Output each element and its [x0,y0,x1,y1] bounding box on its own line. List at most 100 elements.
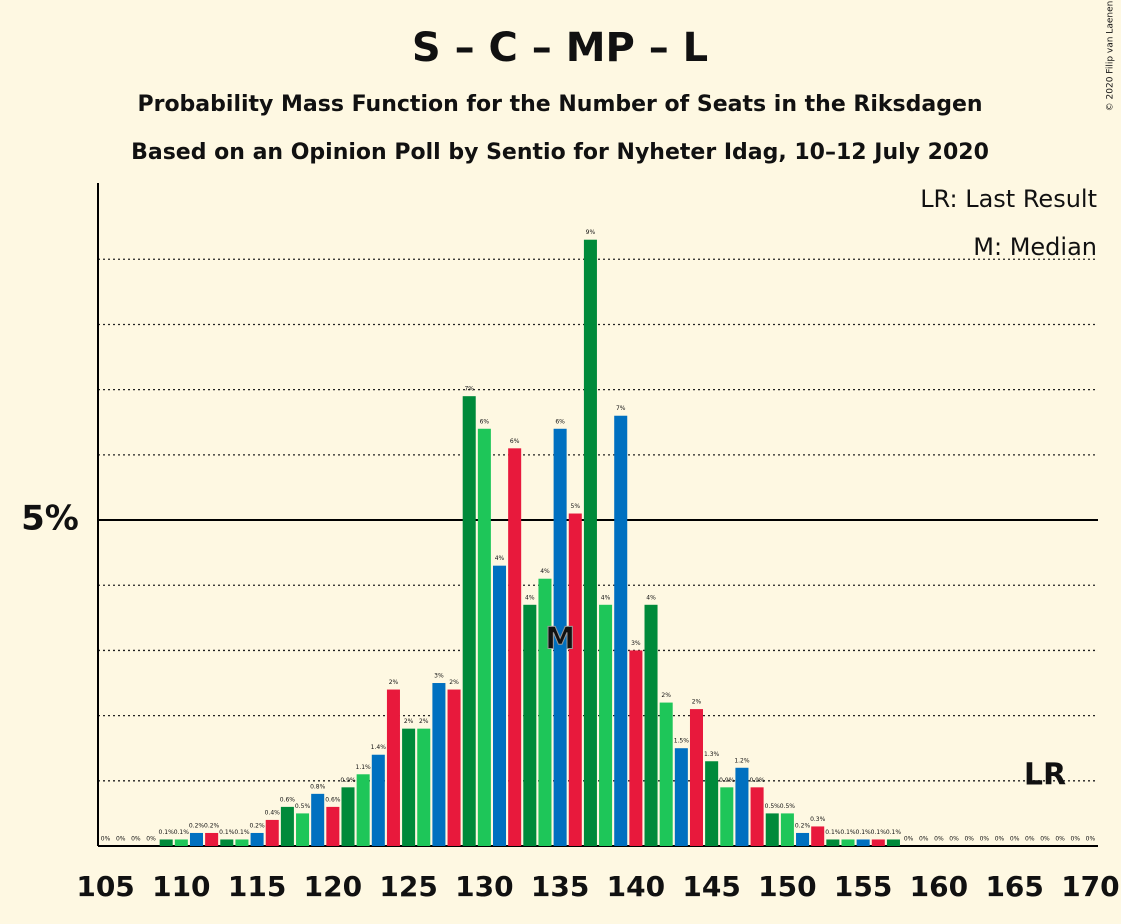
bar [599,604,613,846]
value-label: 6% [555,418,565,425]
bar [159,839,173,846]
value-label: 0.1% [871,829,887,836]
x-tick-label: 130 [455,870,513,903]
value-label: 0.6% [280,796,296,803]
value-label: 0% [1055,836,1065,843]
legend-entry: M: Median [973,233,1097,261]
value-label: 0% [116,836,126,843]
value-label: 2% [661,692,671,699]
value-label: 0% [1010,836,1020,843]
bar [780,813,794,846]
bar [280,806,294,846]
bar [856,839,870,846]
bar [386,689,400,846]
bar [583,239,597,847]
value-label: 4% [646,594,656,601]
value-label: 4% [495,555,505,562]
bar [189,832,203,846]
value-label: 1.4% [371,744,387,751]
value-label: 0.1% [234,829,250,836]
bar [341,787,355,846]
bar [477,428,491,846]
value-label: 0.5% [765,803,781,810]
bar [538,578,552,846]
value-label: 6% [480,418,490,425]
bar [174,839,188,846]
bar [462,396,476,846]
value-label: 0% [1071,836,1081,843]
value-label: 0% [919,836,929,843]
value-label: 0.8% [310,783,326,790]
bar [235,839,249,846]
bar [629,650,643,846]
value-label: 0.9% [719,777,735,784]
subtitle: Based on an Opinion Poll by Sentio for N… [131,140,989,165]
value-label: 0.9% [749,777,765,784]
y-tick-label: 5% [21,499,79,539]
bar [674,748,688,846]
bar [553,428,567,846]
value-label: 3% [434,673,444,680]
value-label: 0.1% [219,829,235,836]
bar [644,604,658,846]
bar [886,839,900,846]
copyright: © 2020 Filip van Laenen [1106,1,1116,112]
value-label: 3% [631,640,641,647]
value-label: 0.9% [340,777,356,784]
median-marker: M [545,622,575,657]
value-label: 2% [419,718,429,725]
value-label: 2% [404,718,414,725]
bar [493,565,507,846]
value-label: 1.3% [704,751,720,758]
bar [841,839,855,846]
bar [250,832,264,846]
x-tick-label: 125 [379,870,437,903]
value-label: 0.3% [810,816,826,823]
value-label: 0% [1025,836,1035,843]
bar [432,683,446,846]
bar [659,702,673,846]
value-label: 6% [510,438,520,445]
x-tick-label: 110 [152,870,210,903]
bar [296,813,310,846]
x-tick-label: 160 [910,870,968,903]
value-label: 4% [540,568,550,575]
bar [447,689,461,846]
bar [371,754,385,846]
bar [311,793,325,846]
bar [523,604,537,846]
value-label: 0.1% [825,829,841,836]
bar [265,819,279,846]
x-tick-label: 145 [682,870,740,903]
value-label: 0.5% [295,803,311,810]
value-label: 4% [525,594,535,601]
legend-entry: LR: Last Result [920,185,1097,213]
x-tick-label: 135 [531,870,589,903]
value-label: 0.1% [174,829,190,836]
value-label: 7% [616,405,626,412]
last-result-marker: LR [1024,758,1066,793]
x-tick-label: 155 [834,870,892,903]
bar [750,787,764,846]
bar [765,813,779,846]
bar [735,767,749,846]
value-label: 1.1% [356,764,372,771]
value-label: 0.4% [265,809,281,816]
value-label: 0.2% [249,822,265,829]
value-label: 7% [464,386,474,393]
value-label: 0% [964,836,974,843]
value-label: 0.2% [189,822,205,829]
x-tick-label: 150 [758,870,816,903]
value-label: 0% [146,836,156,843]
value-label: 0.2% [795,822,811,829]
value-label: 0.2% [204,822,220,829]
bar [720,787,734,846]
value-label: 2% [449,679,459,686]
value-label: 0% [934,836,944,843]
x-tick-label: 170 [1061,870,1119,903]
value-label: 2% [692,699,702,706]
bar [205,832,219,846]
value-label: 0.5% [780,803,796,810]
bar [689,709,703,846]
value-label: 0% [980,836,990,843]
